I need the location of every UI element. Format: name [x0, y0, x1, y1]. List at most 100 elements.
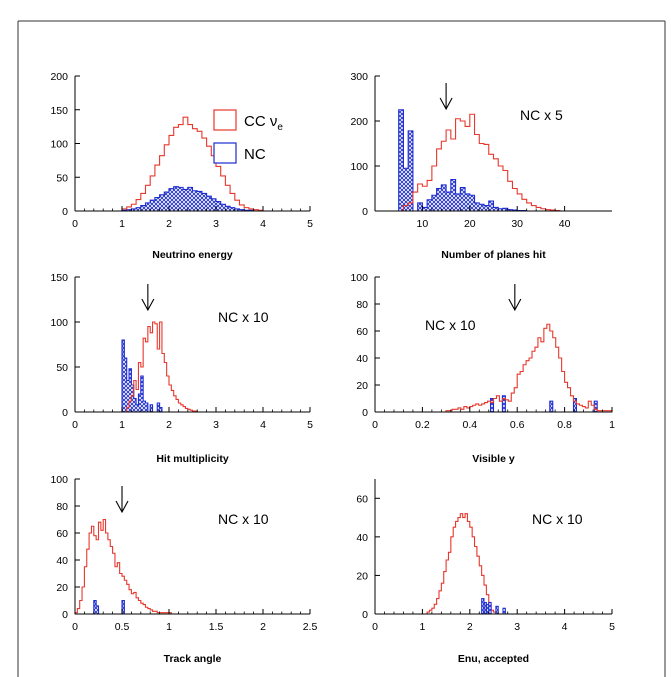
x-tick-label: 0 [372, 419, 378, 431]
x-tick-label: 2 [467, 621, 473, 633]
x-tick-label: 2.5 [303, 621, 318, 633]
y-tick-label: 80 [356, 299, 368, 311]
y-tick-label: 0 [362, 609, 368, 621]
x-tick-label: 40 [559, 218, 571, 230]
x-tick-label: 1.5 [209, 621, 224, 633]
series-cc-histogram [74, 518, 172, 615]
series-nc-histogram [384, 109, 560, 212]
x-tick-label: 3 [213, 419, 219, 431]
x-tick-label: 5 [307, 218, 313, 230]
y-tick-label: 150 [50, 105, 68, 117]
series-nc-histogram [121, 186, 263, 212]
y-tick-label: 50 [56, 172, 68, 184]
x-tick-label: 0.2 [415, 419, 430, 431]
series-nc-histogram [121, 339, 198, 413]
nc-bar [502, 607, 506, 615]
x-tick-label: 3 [213, 218, 219, 230]
series-cc-histogram [384, 113, 561, 212]
x-axis-label: Enu, accepted [458, 653, 529, 665]
y-tick-label: 150 [50, 272, 68, 284]
cut-arrow [439, 83, 453, 111]
scale-annotation: NC x 5 [520, 107, 563, 123]
cut-arrow [141, 284, 155, 312]
x-tick-label: 2 [166, 419, 172, 431]
x-tick-label: 2 [166, 218, 172, 230]
x-tick-label: 4 [562, 621, 568, 633]
x-tick-label: 1 [166, 621, 172, 633]
x-tick-label: 2 [260, 621, 266, 633]
series-cc-histogram [422, 513, 499, 615]
x-tick-label: 0 [72, 419, 78, 431]
y-tick-label: 0 [62, 609, 68, 621]
x-tick-label: 1 [119, 419, 125, 431]
y-tick-label: 0 [362, 407, 368, 419]
y-tick-label: 20 [356, 570, 368, 582]
x-tick-label: 0 [72, 218, 78, 230]
y-tick-label: 40 [56, 555, 68, 567]
series-cc-histogram [122, 321, 198, 413]
panel-3: 0 50 100 150 0 1 2 3 4 5 Hit multiplicity NC x 10 [50, 272, 313, 465]
x-tick-label: 1 [609, 419, 615, 431]
y-tick-label: 100 [350, 161, 368, 173]
legend-nc-swatch [213, 142, 237, 164]
y-tick-label: 60 [356, 326, 368, 338]
x-tick-label: 10 [417, 218, 429, 230]
y-tick-label: 20 [56, 582, 68, 594]
panel-1: 0 50 100 150 200 0 1 2 3 4 5 Neutrino energy [50, 71, 313, 261]
scale-annotation: NC x 10 [218, 309, 269, 325]
cut-arrow-head [141, 298, 155, 312]
x-tick-label: 0.4 [462, 419, 477, 431]
y-tick-label: 20 [356, 380, 368, 392]
panel-2: 0 100 200 300 10 20 30 40 Number of planes hit NC… [350, 71, 612, 261]
x-axis-label: Number of planes hit [441, 249, 546, 261]
scale-annotation: NC x 10 [532, 511, 583, 527]
x-tick-label: 0.6 [510, 419, 525, 431]
y-tick-label: 100 [50, 474, 68, 486]
cut-arrow-head [439, 97, 453, 111]
y-tick-label: 80 [56, 501, 68, 513]
y-tick-label: 100 [350, 272, 368, 284]
legend: CC νe NC [213, 109, 283, 164]
series-cc-histogram [121, 116, 264, 212]
panel-4: 0 20 40 60 80 100 0 0.2 0.4 0.6 0.8 1 Visible y NC x … [350, 272, 615, 465]
legend-nc-label: NC [244, 146, 266, 163]
scale-annotation: NC x 10 [218, 511, 269, 527]
x-tick-label: 20 [464, 218, 476, 230]
cut-arrow [115, 486, 129, 514]
x-tick-label: 0.5 [115, 621, 130, 633]
y-tick-label: 300 [350, 71, 368, 83]
y-tick-label: 60 [356, 493, 368, 505]
x-tick-label: 4 [260, 218, 266, 230]
y-tick-label: 100 [50, 317, 68, 329]
x-tick-label: 5 [609, 621, 615, 633]
cut-arrow-head [115, 500, 129, 514]
y-tick-label: 50 [56, 362, 68, 374]
x-tick-label: 0.8 [557, 419, 572, 431]
legend-cc-label: CC νe [244, 113, 283, 133]
x-axis-label: Track angle [164, 653, 222, 665]
x-tick-label: 0 [72, 621, 78, 633]
x-axis-label: Hit multiplicity [156, 453, 228, 465]
y-tick-label: 60 [56, 528, 68, 540]
y-tick-label: 200 [50, 71, 68, 83]
x-tick-label: 1 [119, 218, 125, 230]
y-tick-label: 0 [62, 206, 68, 218]
cut-arrow-head [508, 298, 522, 312]
y-tick-label: 40 [356, 532, 368, 544]
x-tick-label: 4 [260, 419, 266, 431]
x-tick-label: 0 [372, 621, 378, 633]
series-nc-histogram [446, 395, 612, 413]
cut-arrow [508, 284, 522, 312]
panel-6: 0 20 40 60 0 1 2 3 4 5 Enu, accepted NC x 10 [356, 479, 615, 665]
panel-5: 0 20 40 60 80 100 0 0.5 1 1.5 2 2.5 Track angle NC x … [50, 474, 317, 665]
legend-cc-swatch [213, 109, 237, 131]
y-tick-label: 40 [356, 353, 368, 365]
x-tick-label: 1 [419, 621, 425, 633]
x-tick-label: 30 [511, 218, 523, 230]
x-axis-label: Visible y [472, 453, 515, 465]
y-tick-label: 200 [350, 116, 368, 128]
y-tick-label: 0 [62, 407, 68, 419]
scale-annotation: NC x 10 [425, 317, 476, 333]
x-tick-label: 5 [307, 419, 313, 431]
